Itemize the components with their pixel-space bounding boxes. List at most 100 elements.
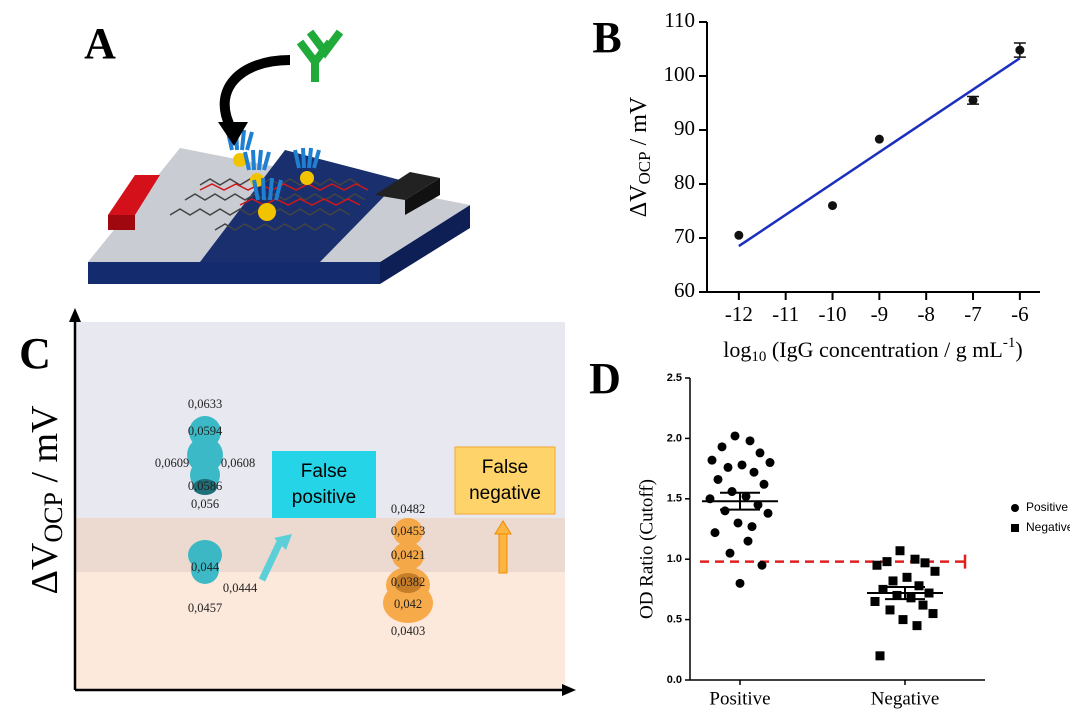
label-part: / mV [24, 405, 66, 492]
data-point [711, 528, 720, 537]
data-point [921, 558, 930, 567]
band-mid [75, 518, 565, 572]
annotation: 0,042 [394, 597, 422, 611]
annotation: 0,0457 [188, 601, 222, 615]
red-electrode-front [108, 215, 135, 230]
data-point [734, 231, 743, 240]
data-point [919, 601, 928, 610]
label-part: OCP [635, 151, 654, 184]
y-tick-label: 100 [664, 62, 696, 86]
annotation: 0,0608 [221, 456, 255, 470]
substrate-front [88, 262, 380, 284]
x-tick-label: Positive [709, 688, 770, 709]
figure: A B C D ΔVOCP / mVFalsepositiveFalsenega… [0, 0, 1070, 710]
label-part: ΔV [626, 184, 652, 217]
y-tick-label: 1.0 [667, 553, 682, 565]
annotation: 0,0586 [188, 479, 222, 493]
y-axis-label: ΔVOCP / mV [24, 405, 68, 595]
data-point [929, 609, 938, 618]
y-tick-label: 2.0 [667, 432, 682, 444]
data-point [750, 468, 759, 477]
panel-letter: C [19, 329, 51, 378]
data-point [876, 651, 885, 660]
data-point [873, 561, 882, 570]
legend-marker [1011, 524, 1019, 532]
y-tick-label: 60 [674, 278, 695, 302]
data-point [734, 518, 743, 527]
annotation: 0,0403 [391, 624, 425, 638]
y-tick-label: 70 [674, 224, 695, 248]
x-tick-label: Negative [871, 688, 940, 709]
y-tick-label: 2.5 [667, 372, 682, 384]
y-tick-label: 110 [664, 8, 695, 32]
data-point [731, 431, 740, 440]
legend-label: Positive [1026, 500, 1068, 514]
device-illustration [88, 32, 470, 284]
x-tick-label: -10 [819, 302, 847, 326]
up-arrow [499, 533, 507, 573]
panel-letter: A [84, 19, 116, 68]
data-point [828, 201, 837, 210]
data-point [969, 96, 978, 105]
data-point [915, 581, 924, 590]
data-point [871, 597, 880, 606]
data-point [718, 442, 727, 451]
panel-letter: B [592, 13, 621, 62]
label-part: -1 [1003, 335, 1016, 351]
data-point [714, 475, 723, 484]
y-tick-label: 0.0 [667, 674, 682, 686]
box-label-line: False [482, 457, 528, 478]
igg [300, 32, 340, 82]
y-axis-label: OD Ratio (Cutoff) [636, 479, 657, 619]
annotation: 0,0453 [391, 524, 425, 538]
x-arrow [562, 684, 576, 696]
box-label-line: negative [469, 483, 541, 504]
binding-arrow [225, 60, 290, 130]
x-tick-label: -8 [917, 302, 935, 326]
annotation: 0,0421 [391, 548, 425, 562]
data-point [1015, 46, 1024, 55]
y-tick-label: 0.5 [667, 614, 682, 626]
label-part: log [723, 337, 751, 362]
x-tick-label: -9 [871, 302, 889, 326]
y-axis-label: ΔVOCP / mV [626, 96, 654, 217]
x-axis-label: log10 (IgG concentration / g mL-1) [723, 335, 1022, 365]
data-point [708, 456, 717, 465]
annotation: 0,0382 [391, 575, 425, 589]
data-point [907, 593, 916, 602]
label-part: ΔV [24, 542, 66, 594]
legend-label: Negative [1026, 520, 1070, 534]
annotation: 0,0444 [223, 581, 258, 595]
box-label-line: positive [292, 487, 356, 508]
y-tick-label: 80 [674, 170, 695, 194]
box-label-line: False [301, 461, 347, 482]
data-point [889, 576, 898, 585]
data-point [758, 561, 767, 570]
data-point [744, 537, 753, 546]
label-part: 10 [751, 349, 766, 365]
data-point [746, 436, 755, 445]
annotation: 0,044 [191, 560, 220, 574]
data-point [875, 135, 884, 144]
data-point [726, 549, 735, 558]
data-point [760, 480, 769, 489]
data-point [899, 615, 908, 624]
panel-letter: D [589, 354, 621, 403]
data-point [764, 509, 773, 518]
data-point [903, 573, 912, 582]
y-tick-label: 1.5 [667, 493, 682, 505]
data-point [748, 522, 757, 531]
data-point [766, 458, 775, 467]
data-point [736, 579, 745, 588]
data-point [886, 605, 895, 614]
data-point [724, 463, 733, 472]
fit-line [739, 58, 1020, 246]
label-part: OCP [39, 492, 68, 543]
band-low [75, 572, 565, 690]
annotation: 0,0609 [155, 456, 189, 470]
label-part: (IgG concentration / g mL [766, 337, 1002, 362]
data-point [721, 506, 730, 515]
data-point [883, 557, 892, 566]
x-tick-label: -12 [725, 302, 753, 326]
y-tick-label: 90 [674, 116, 695, 140]
